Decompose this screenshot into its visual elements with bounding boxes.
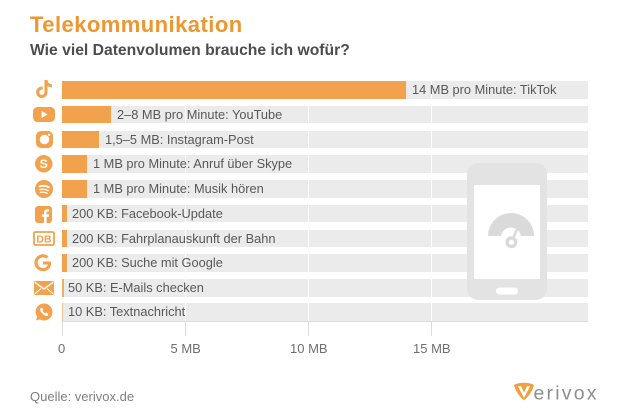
- svg-text:DB: DB: [36, 234, 52, 246]
- svg-text:S: S: [40, 157, 48, 171]
- svg-text:erivox: erivox: [534, 383, 599, 405]
